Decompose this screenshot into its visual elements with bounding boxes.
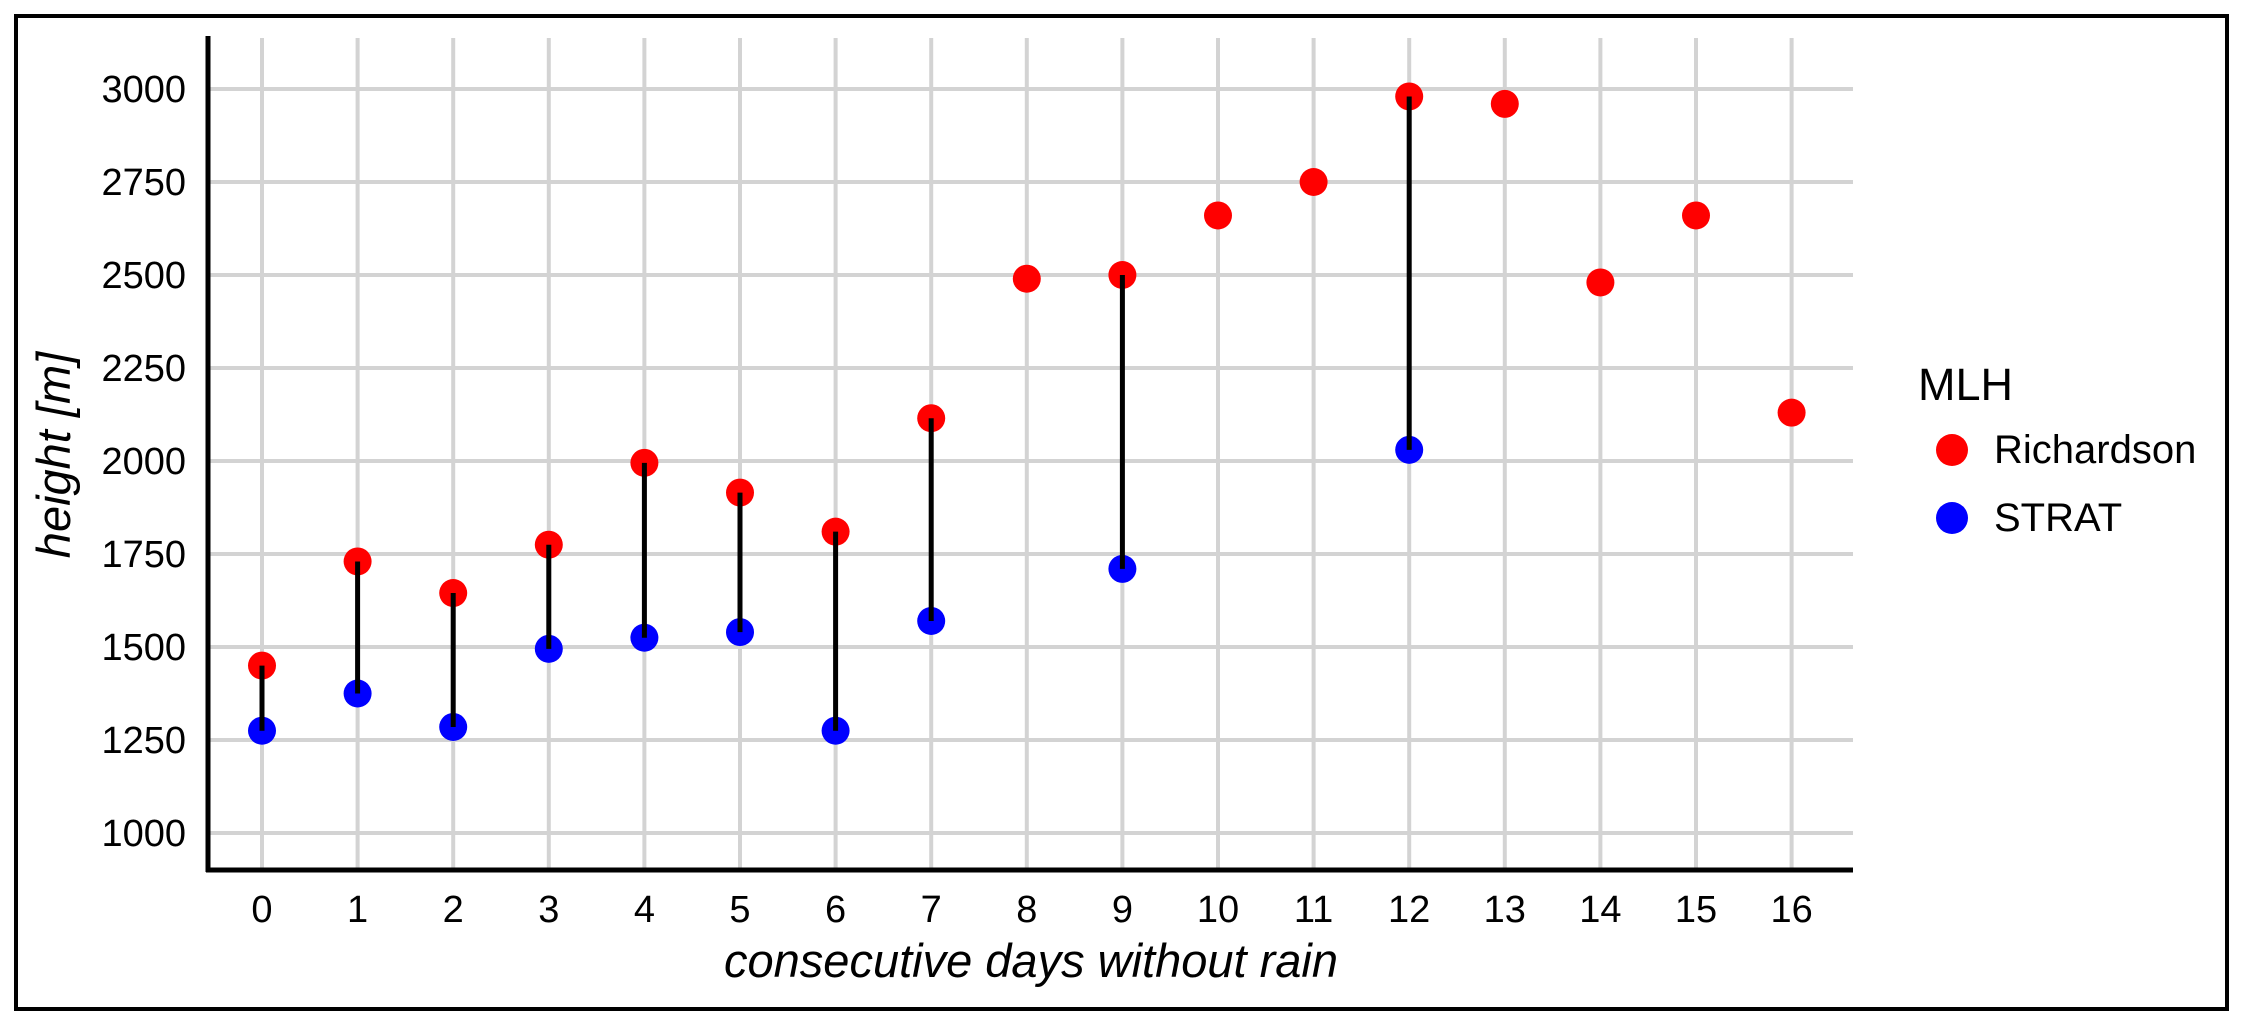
y-tick-label: 2250 (101, 348, 186, 390)
data-point-richardson (1777, 398, 1806, 427)
data-point-richardson (1586, 268, 1615, 297)
y-tick-label: 1250 (101, 720, 186, 762)
y-tick-label: 1000 (101, 813, 186, 855)
x-tick-label: 15 (1675, 889, 1717, 931)
x-tick-label: 12 (1388, 889, 1430, 931)
legend-marker-strat (1936, 502, 1968, 534)
x-tick-label: 9 (1112, 889, 1133, 931)
x-tick-label: 5 (729, 889, 750, 931)
data-point-richardson (1490, 89, 1519, 118)
y-tick-label: 3000 (101, 69, 186, 111)
y-tick-label: 2000 (101, 441, 186, 483)
legend: MLH Richardson STRAT (1918, 359, 2196, 540)
y-tick-label: 1750 (101, 534, 186, 576)
y-tick-label: 1500 (101, 627, 186, 669)
legend-label-richardson: Richardson (1994, 428, 2196, 472)
data-point-richardson (1204, 201, 1232, 230)
axes (205, 36, 1853, 873)
x-tick-label: 16 (1770, 889, 1812, 931)
data-marks (248, 82, 1806, 745)
y-tick-label: 2750 (101, 162, 186, 204)
data-point-richardson (1682, 201, 1710, 230)
x-tick-label: 13 (1484, 889, 1526, 931)
data-point-richardson (1299, 168, 1328, 196)
x-tick-label: 14 (1579, 889, 1621, 931)
x-tick-label: 6 (825, 889, 846, 931)
x-tick-label: 1 (347, 889, 368, 931)
gridlines (208, 38, 1853, 870)
legend-title: MLH (1918, 359, 2013, 410)
x-tick-label: 4 (634, 889, 655, 931)
x-tick-label: 0 (251, 889, 272, 931)
legend-marker-richardson (1936, 434, 1968, 466)
x-tick-label: 11 (1294, 889, 1333, 931)
x-tick-label: 7 (921, 889, 942, 931)
x-tick-label: 3 (538, 889, 559, 931)
y-axis-title: height [m] (27, 351, 80, 558)
x-tick-label: 2 (443, 889, 464, 931)
x-axis-title: consecutive days without rain (724, 934, 1338, 987)
data-point-richardson (1012, 264, 1041, 293)
legend-label-strat: STRAT (1994, 496, 2122, 540)
tick-labels: 0 1 2 3 4 5 6 7 8 9 10 11 12 13 14 15 161000125015001750… (101, 69, 1812, 931)
x-tick-label: 8 (1016, 889, 1037, 931)
y-tick-label: 2500 (101, 255, 186, 297)
x-tick-label: 10 (1197, 889, 1239, 931)
